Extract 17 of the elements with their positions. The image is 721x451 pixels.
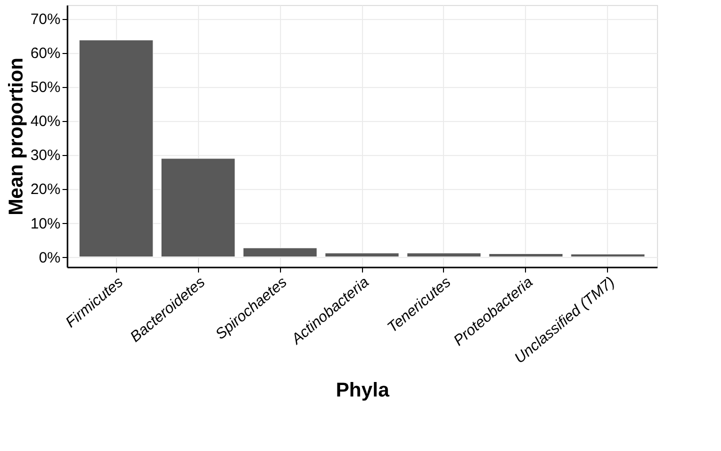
y-tick-label: 30% (30, 147, 60, 164)
bar (242, 248, 318, 258)
y-tick-label: 10% (30, 215, 60, 232)
y-tick-label: 20% (30, 181, 60, 198)
bar (160, 158, 236, 258)
y-tick-label: 60% (30, 45, 60, 62)
x-axis-title: Phyla (336, 379, 390, 402)
y-tick-label: 70% (30, 11, 60, 28)
bar (79, 40, 154, 258)
bar (406, 252, 482, 258)
bar (488, 253, 564, 258)
bar (570, 254, 645, 258)
y-axis-title: Mean proportion (5, 58, 28, 216)
y-tick-label: 0% (38, 249, 60, 266)
y-tick-label: 40% (30, 113, 60, 130)
y-tick-label: 50% (30, 79, 60, 96)
bar (324, 252, 400, 258)
